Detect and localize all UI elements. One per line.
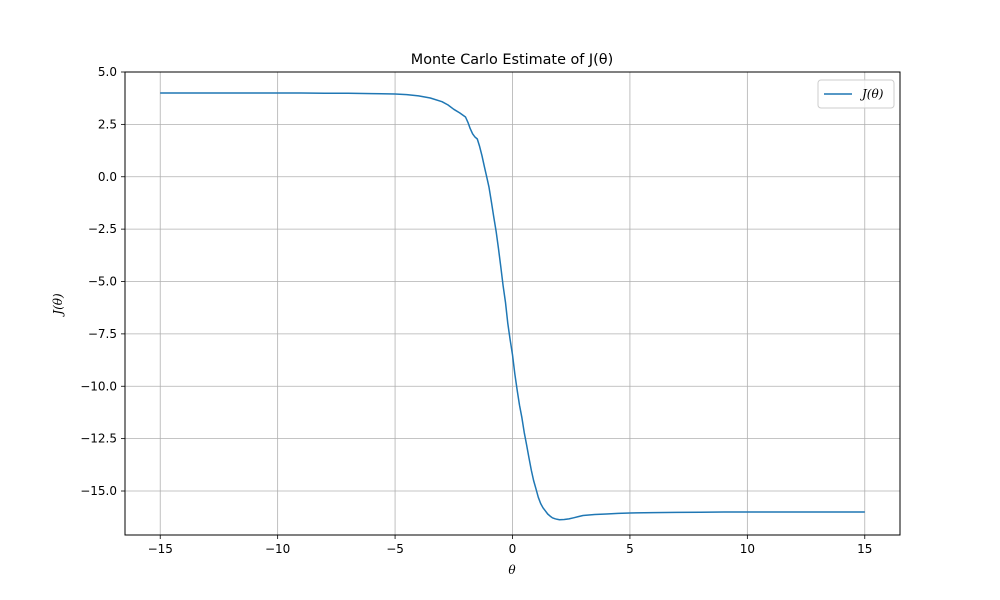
- y-tick-label: −15.0: [80, 484, 117, 498]
- chart-title: Monte Carlo Estimate of J(θ): [411, 52, 613, 68]
- y-tick-label: −5.0: [88, 275, 117, 289]
- x-tick-label: −15: [148, 542, 173, 556]
- x-tick-label: 0: [509, 542, 517, 556]
- y-tick-label: −10.0: [80, 379, 117, 393]
- x-tick-label: 5: [626, 542, 634, 556]
- x-axis-label: θ: [508, 563, 516, 577]
- x-tick-label: 15: [857, 542, 872, 556]
- x-tick-label: −5: [386, 542, 404, 556]
- y-axis-label: J(θ): [51, 293, 65, 318]
- x-tick-label: 10: [740, 542, 755, 556]
- series-line: [160, 92, 865, 521]
- series-layer: [160, 92, 865, 521]
- legend-label: J(θ): [859, 87, 884, 101]
- y-tick-label: 2.5: [98, 117, 117, 131]
- y-tick-label: −7.5: [88, 327, 117, 341]
- legend: J(θ): [817, 79, 895, 109]
- y-axis: 5.0 2.5 0.0 −2.5 −5.0 −7.5 −10.0 −12.5 −15.0: [80, 65, 125, 498]
- y-tick-label: −2.5: [88, 222, 117, 236]
- y-tick-label: 0.0: [98, 170, 117, 184]
- x-axis: −15 −10 −5 0 5 10 15: [148, 535, 872, 556]
- y-tick-label: 5.0: [98, 65, 117, 79]
- y-tick-label: −12.5: [80, 432, 117, 446]
- x-tick-label: −10: [265, 542, 290, 556]
- legend-box: [817, 79, 895, 109]
